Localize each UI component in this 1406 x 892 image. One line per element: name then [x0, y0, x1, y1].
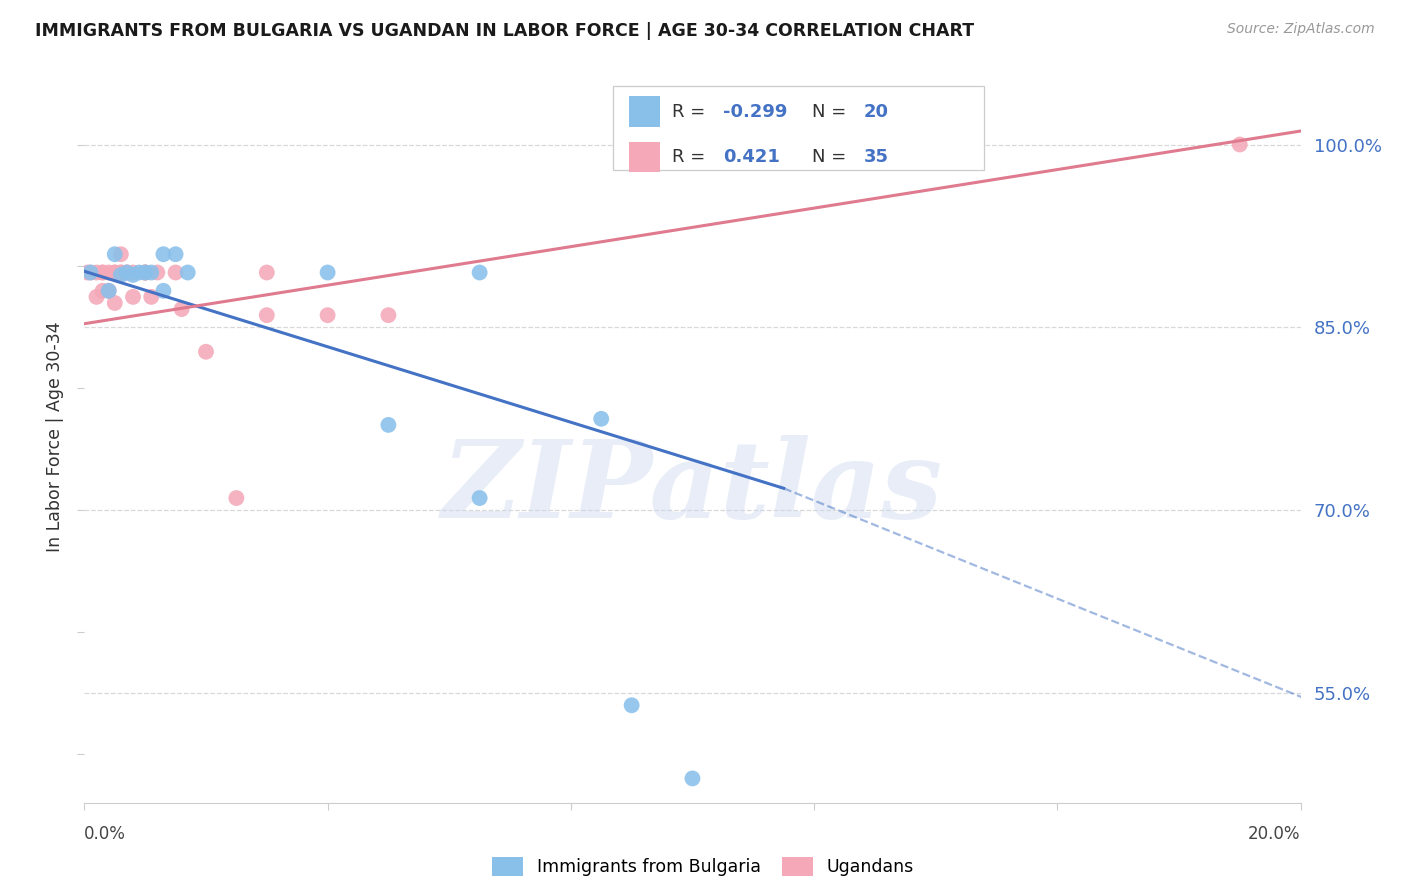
Point [104, 247, 127, 261]
Bar [630, 142, 659, 172]
Point [152, 284, 174, 298]
Point [152, 247, 174, 261]
Point [170, 302, 193, 317]
Point [468, 491, 491, 505]
Point [79, 266, 101, 280]
Point [1229, 137, 1251, 152]
Text: N =: N = [811, 148, 852, 166]
Point [97, 284, 120, 298]
Point [104, 266, 127, 280]
Y-axis label: In Labor Force | Age 30-34: In Labor Force | Age 30-34 [45, 322, 63, 552]
Point [134, 266, 156, 280]
Point [177, 266, 200, 280]
Point [91, 266, 114, 280]
Point [316, 266, 339, 280]
Legend: Immigrants from Bulgaria, Ugandans: Immigrants from Bulgaria, Ugandans [492, 857, 914, 876]
Point [468, 266, 491, 280]
Point [79, 266, 101, 280]
Point [256, 308, 278, 322]
Text: N =: N = [811, 103, 852, 120]
Point [134, 266, 156, 280]
Point [122, 290, 145, 304]
Point [122, 268, 145, 282]
Text: R =: R = [672, 103, 711, 120]
Point [803, 137, 825, 152]
Point [86, 266, 108, 280]
Point [165, 266, 187, 280]
Point [91, 284, 114, 298]
Point [115, 266, 138, 280]
Point [141, 266, 163, 280]
Point [377, 308, 399, 322]
Point [955, 137, 977, 152]
Point [134, 266, 156, 280]
Point [591, 412, 613, 426]
Point [115, 266, 138, 280]
Point [377, 417, 399, 432]
Point [97, 266, 120, 280]
Text: -0.299: -0.299 [723, 103, 787, 120]
Point [110, 247, 132, 261]
Point [195, 344, 218, 359]
Bar [630, 96, 659, 127]
Point [141, 290, 163, 304]
Point [316, 308, 339, 322]
Point [115, 266, 138, 280]
Text: 0.421: 0.421 [723, 148, 780, 166]
Point [146, 266, 169, 280]
Point [76, 266, 98, 280]
Text: 35: 35 [863, 148, 889, 166]
Text: IMMIGRANTS FROM BULGARIA VS UGANDAN IN LABOR FORCE | AGE 30-34 CORRELATION CHART: IMMIGRANTS FROM BULGARIA VS UGANDAN IN L… [35, 22, 974, 40]
Point [86, 290, 108, 304]
Text: 0.0%: 0.0% [84, 825, 127, 843]
Point [620, 698, 643, 713]
Point [91, 266, 114, 280]
Text: 20: 20 [863, 103, 889, 120]
Bar [613, 86, 984, 170]
Point [128, 266, 150, 280]
Point [256, 266, 278, 280]
Point [110, 266, 132, 280]
Point [104, 296, 127, 310]
Point [225, 491, 247, 505]
Point [165, 247, 187, 261]
Text: R =: R = [672, 148, 717, 166]
Point [682, 772, 704, 786]
Point [97, 284, 120, 298]
Point [104, 266, 127, 280]
Text: ZIPatlas: ZIPatlas [441, 435, 943, 541]
Point [122, 266, 145, 280]
Point [110, 268, 132, 282]
Point [110, 266, 132, 280]
Point [134, 266, 156, 280]
Text: Source: ZipAtlas.com: Source: ZipAtlas.com [1227, 22, 1375, 37]
Text: 20.0%: 20.0% [1249, 825, 1301, 843]
